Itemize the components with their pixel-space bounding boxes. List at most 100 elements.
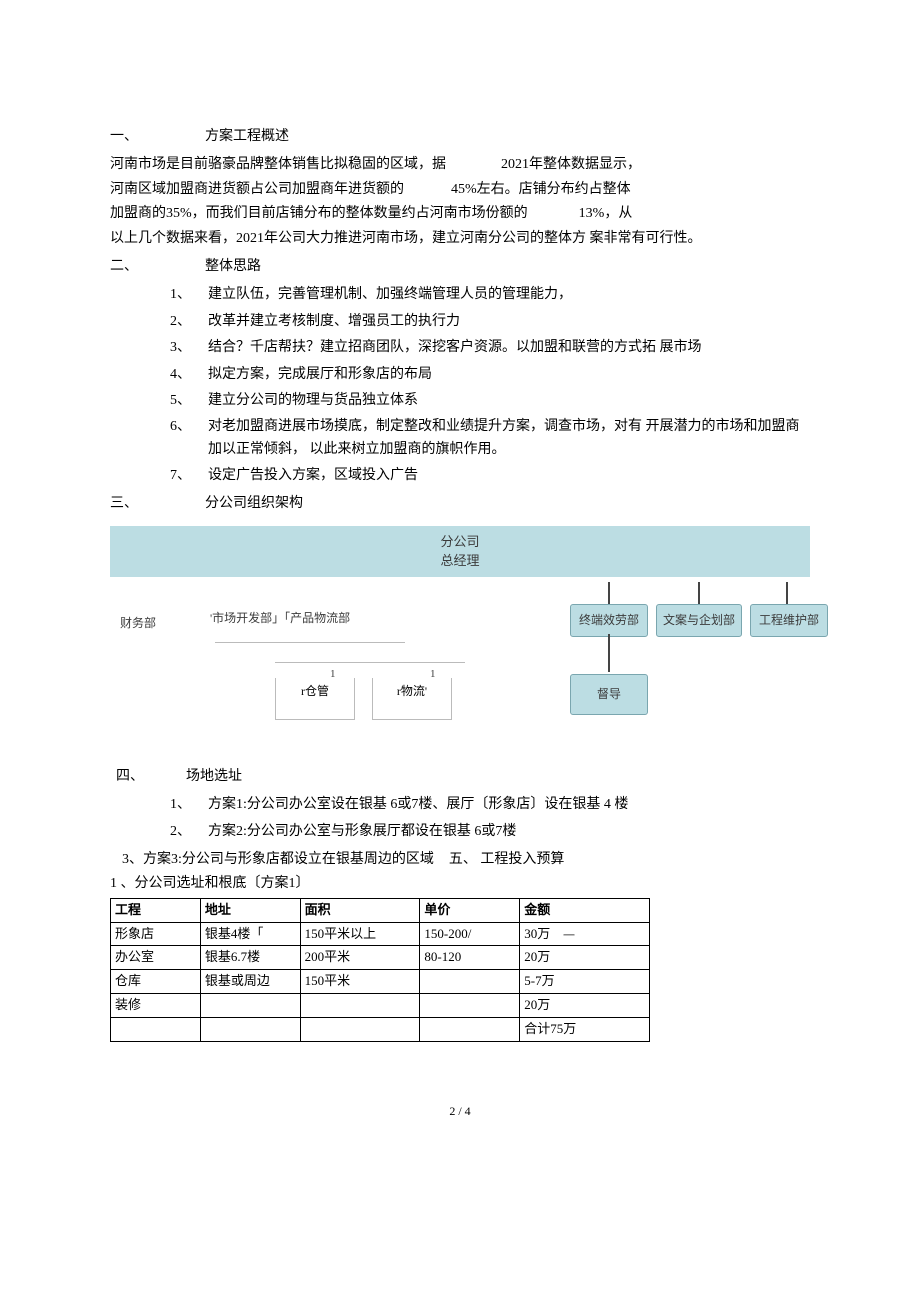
budget-cell: [111, 1017, 201, 1041]
table-row: 合计75万: [111, 1017, 650, 1041]
thought-6-num: 6、: [170, 416, 208, 461]
org-supervise-box: 督导: [570, 674, 648, 715]
org-connector: [698, 582, 700, 606]
thought-4-num: 4、: [170, 364, 208, 386]
site-1-text: 方案1:分公司办公室设在银基 6或7楼、展厅〔形象店〕设在银基 4 楼: [208, 794, 810, 816]
budget-cell: [200, 994, 300, 1018]
thought-5: 5、 建立分公司的物理与货品独立体系: [170, 390, 810, 412]
thought-6-text: 对老加盟商进展市场摸底，制定整改和业绩提升方案，调查市场，对有 开展潜力的市场和…: [208, 416, 810, 461]
section-3-title: 分公司组织架构: [205, 493, 303, 515]
thought-1-text: 建立队伍，完善管理机制、加强终端管理人员的管理能力，: [208, 284, 810, 306]
thought-3: 3、 结合？千店帮扶？建立招商团队，深挖客户资源。以加盟和联营的方式拓 展市场: [170, 337, 810, 359]
section-4-num: 四、: [116, 766, 186, 788]
org-sub-line: [215, 642, 405, 643]
thought-2: 2、 改革并建立考核制度、增强员工的执行力: [170, 311, 810, 333]
section-3-num: 三、: [110, 493, 205, 515]
budget-cell: 银基或周边: [200, 970, 300, 994]
site-plan-1: 1、 方案1:分公司办公室设在银基 6或7楼、展厅〔形象店〕设在银基 4 楼: [170, 794, 810, 816]
budget-cell: 150平米以上: [300, 922, 420, 946]
budget-header-row: 工程 地址 面积 单价 金额: [111, 898, 650, 922]
budget-cell: 合计75万: [520, 1017, 650, 1041]
section-1-title: 方案工程概述: [205, 126, 289, 148]
org-top-line2: 总经理: [110, 551, 810, 571]
budget-cell: 仓库: [111, 970, 201, 994]
budget-cell: 150-200/: [420, 922, 520, 946]
budget-cell: [200, 1017, 300, 1041]
org-logistics-label: r物流': [397, 684, 427, 698]
thought-1: 1、 建立队伍，完善管理机制、加强终端管理人员的管理能力，: [170, 284, 810, 306]
budget-cell: 200平米: [300, 946, 420, 970]
budget-cell: 150平米: [300, 970, 420, 994]
intro-1a: 河南市场是目前骆豪品牌整体销售比拟稳固的区域，据: [110, 157, 446, 172]
org-logistics-box: r物流': [372, 678, 452, 720]
section-5-inline: 五、 工程投入预算: [449, 852, 565, 867]
thought-7: 7、 设定广告投入方案，区域投入广告: [170, 465, 810, 487]
budget-cell: 20万: [520, 994, 650, 1018]
intro-line-1: 河南市场是目前骆豪品牌整体销售比拟稳固的区域，据 2021年整体数据显示，: [110, 154, 810, 176]
org-terminal-box: 终端效劳部: [570, 604, 648, 637]
budget-cell: 80-120: [420, 946, 520, 970]
table-row: 形象店 银基4楼「 150平米以上 150-200/ 30万 —: [111, 922, 650, 946]
budget-strike: —: [564, 929, 575, 941]
site-2-num: 2、: [170, 821, 208, 843]
budget-h2: 面积: [300, 898, 420, 922]
budget-cell: [300, 994, 420, 1018]
site-1-num: 1、: [170, 794, 208, 816]
budget-cell: 形象店: [111, 922, 201, 946]
thought-2-num: 2、: [170, 311, 208, 333]
org-finance-label: 财务部: [120, 614, 156, 633]
budget-cell: 30万 —: [520, 922, 650, 946]
site-plan-2: 2、 方案2:分公司办公室与形象展厅都设在银基 6或7楼: [170, 821, 810, 843]
table-row: 装修 20万: [111, 994, 650, 1018]
budget-cell: 银基4楼「: [200, 922, 300, 946]
budget-cell: 银基6.7楼: [200, 946, 300, 970]
site-list: 1、 方案1:分公司办公室设在银基 6或7楼、展厅〔形象店〕设在银基 4 楼 2…: [170, 794, 810, 843]
thought-2-text: 改革并建立考核制度、增强员工的执行力: [208, 311, 810, 333]
intro-2b: 45%左右。店铺分布约占整体: [451, 182, 631, 197]
budget-cell: 办公室: [111, 946, 201, 970]
org-top-line1: 分公司: [110, 532, 810, 552]
site-plan-3-and-5: 3、方案3:分公司与形象店都设立在银基周边的区域 五、 工程投入预算: [122, 849, 810, 871]
section-2-num: 二、: [110, 256, 205, 278]
thought-4: 4、 拟定方案，完成展厅和形象店的布局: [170, 364, 810, 386]
budget-cell: [300, 1017, 420, 1041]
budget-h0: 工程: [111, 898, 201, 922]
section-2-title: 整体思路: [205, 256, 261, 278]
section-2-heading: 二、 整体思路: [110, 256, 810, 278]
thoughts-list: 1、 建立队伍，完善管理机制、加强终端管理人员的管理能力， 2、 改革并建立考核…: [170, 284, 810, 487]
intro-line-4: 以上几个数据来看，2021年公司大力推进河南市场，建立河南分公司的整体方 案非常…: [110, 228, 810, 250]
org-connector: [608, 634, 610, 672]
org-warehouse-box: r仓管: [275, 678, 355, 720]
budget-cell: [420, 1017, 520, 1041]
table-row: 仓库 银基或周边 150平米 5-7万: [111, 970, 650, 994]
section-4-heading: 四、 场地选址: [116, 766, 810, 788]
budget-cell: [420, 970, 520, 994]
budget-cell: [420, 994, 520, 1018]
budget-table: 工程 地址 面积 单价 金额 形象店 银基4楼「 150平米以上 150-200…: [110, 898, 650, 1042]
section-1-num: 一、: [110, 126, 205, 148]
site-2-text: 方案2:分公司办公室与形象展厅都设在银基 6或7楼: [208, 821, 810, 843]
section-3-heading: 三、 分公司组织架构: [110, 493, 810, 515]
page-footer: 2 / 4: [110, 1102, 810, 1121]
org-top-box: 分公司 总经理: [110, 526, 810, 577]
budget-amount: 30万: [524, 926, 550, 941]
org-chart: 分公司 总经理 财务部 '市场开发部」「产品物流部 终端效劳部 文案与企划部 工…: [110, 526, 810, 756]
thought-7-text: 设定广告投入方案，区域投入广告: [208, 465, 810, 487]
table-row: 办公室 银基6.7楼 200平米 80-120 20万: [111, 946, 650, 970]
thought-5-num: 5、: [170, 390, 208, 412]
budget-h3: 单价: [420, 898, 520, 922]
intro-line-3: 加盟商的35%，而我们目前店铺分布的整体数量约占河南市场份额的 13%，从: [110, 203, 810, 225]
budget-h1: 地址: [200, 898, 300, 922]
intro-3b: 13%，从: [579, 206, 633, 221]
budget-cell: 20万: [520, 946, 650, 970]
site-3-text: 3、方案3:分公司与形象店都设立在银基周边的区域: [122, 852, 434, 867]
org-warehouse-label: r仓管: [301, 684, 329, 698]
section-1-heading: 一、 方案工程概述: [110, 126, 810, 148]
org-engineering-box: 工程维护部: [750, 604, 828, 637]
thought-5-text: 建立分公司的物理与货品独立体系: [208, 390, 810, 412]
thought-1-num: 1、: [170, 284, 208, 306]
intro-3a: 加盟商的35%，而我们目前店铺分布的整体数量约占河南市场份额的: [110, 206, 528, 221]
thought-6: 6、 对老加盟商进展市场摸底，制定整改和业绩提升方案，调查市场，对有 开展潜力的…: [170, 416, 810, 461]
intro-1b: 2021年整体数据显示，: [501, 157, 641, 172]
thought-3-num: 3、: [170, 337, 208, 359]
